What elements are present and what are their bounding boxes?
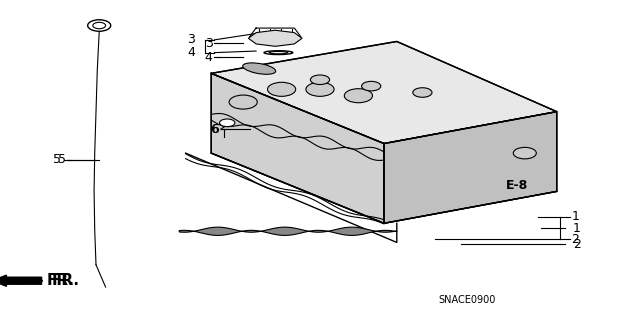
- Circle shape: [344, 89, 372, 103]
- Text: 5: 5: [52, 153, 61, 166]
- Ellipse shape: [269, 51, 288, 54]
- Polygon shape: [211, 41, 557, 144]
- Text: FR.: FR.: [51, 273, 79, 288]
- Text: 5: 5: [58, 153, 65, 166]
- Text: 4: 4: [188, 46, 195, 59]
- Text: 1: 1: [572, 211, 579, 223]
- Circle shape: [362, 81, 381, 91]
- Text: 6: 6: [211, 123, 219, 136]
- Text: SNACE0900: SNACE0900: [438, 295, 496, 305]
- Circle shape: [220, 119, 235, 127]
- Ellipse shape: [264, 51, 292, 55]
- Polygon shape: [179, 227, 397, 235]
- Text: 3: 3: [188, 33, 195, 46]
- Text: 3: 3: [205, 37, 212, 49]
- Text: 4: 4: [205, 51, 212, 64]
- Circle shape: [306, 82, 334, 96]
- Circle shape: [229, 95, 257, 109]
- Text: E-8: E-8: [506, 179, 528, 191]
- Circle shape: [268, 82, 296, 96]
- Polygon shape: [211, 73, 384, 223]
- Text: 2: 2: [572, 233, 579, 246]
- Circle shape: [513, 147, 536, 159]
- Circle shape: [413, 88, 432, 97]
- Text: 2: 2: [573, 238, 580, 250]
- Circle shape: [88, 20, 111, 31]
- Text: 1: 1: [573, 222, 580, 234]
- Text: FR.: FR.: [47, 273, 75, 288]
- Polygon shape: [384, 112, 557, 223]
- Text: 6: 6: [210, 123, 218, 136]
- Polygon shape: [248, 30, 302, 46]
- Circle shape: [310, 75, 330, 85]
- Ellipse shape: [243, 63, 276, 74]
- Circle shape: [93, 22, 106, 29]
- FancyArrow shape: [0, 275, 42, 286]
